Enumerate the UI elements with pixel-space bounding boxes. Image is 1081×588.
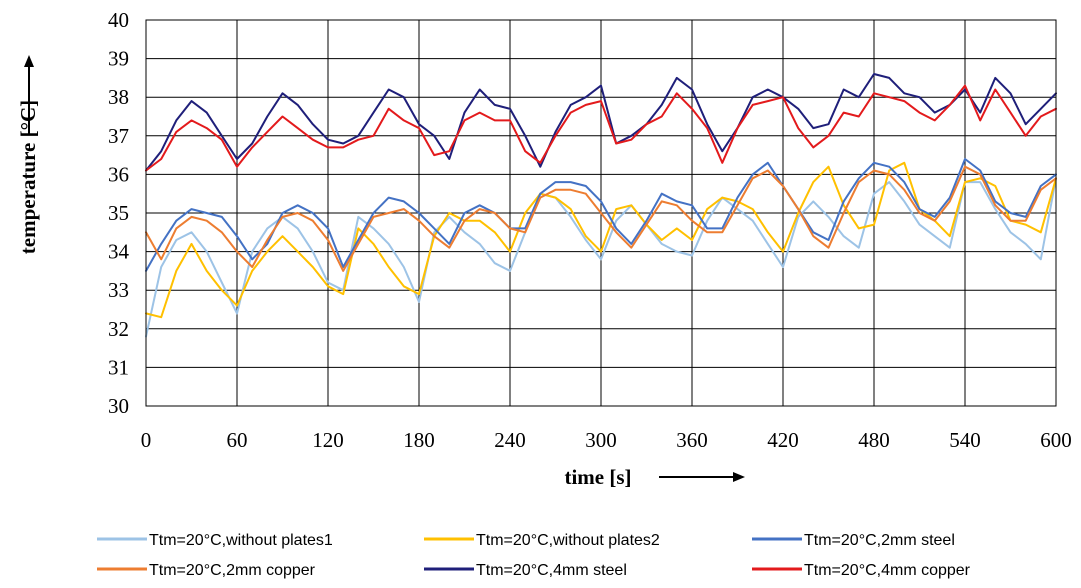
x-tick-label: 540 [949,428,981,452]
y-tick-label: 37 [108,124,129,148]
series-line-2 [145,161,1057,319]
y-tick-label: 36 [108,162,129,186]
series-line-6 [145,84,1057,172]
x-axis-title: time [s] [564,465,631,489]
x-tick-label: 120 [312,428,344,452]
x-tick-label: 300 [585,428,617,452]
series-line-4 [145,165,1057,272]
tick-labels: 30 31 32 33 34 35 36 37 38 39 40 0 60 120 180 240 300 360… [108,8,1072,452]
y-tick-label: 38 [108,85,129,109]
x-tick-label: 240 [494,428,526,452]
legend-label: Ttm=20°C,without plates1 [149,532,333,549]
series-line-5 [145,73,1057,172]
series-lines [145,73,1057,338]
y-axis-arrow [24,55,34,134]
y-tick-label: 30 [108,394,129,418]
series-line-1 [145,177,1057,338]
y-tick-label: 40 [108,8,129,32]
y-tick-label: 32 [108,317,129,341]
legend-label: Ttm=20°C,without plates2 [476,532,660,549]
x-tick-label: 360 [676,428,708,452]
series-line-3 [145,158,1057,272]
y-tick-label: 35 [108,201,129,225]
x-tick-label: 480 [858,428,890,452]
x-tick-label: 600 [1040,428,1072,452]
x-tick-label: 420 [767,428,799,452]
x-tick-label: 60 [227,428,248,452]
x-tick-label: 0 [141,428,152,452]
y-tick-label: 33 [108,278,129,302]
legend-label: Ttm=20°C,4mm copper [804,562,971,579]
legend: Ttm=20°C,without plates1 Ttm=20°C,without… [97,532,971,579]
x-axis-arrow [659,472,745,482]
y-tick-label: 34 [108,240,130,264]
y-tick-label: 39 [108,47,129,71]
y-tick-label: 31 [108,355,129,379]
legend-label: Ttm=20°C,2mm copper [149,562,316,579]
legend-label: Ttm=20°C,4mm steel [476,562,627,579]
legend-label: Ttm=20°C,2mm steel [804,532,955,549]
plot-area [145,19,1057,407]
x-tick-label: 180 [403,428,435,452]
